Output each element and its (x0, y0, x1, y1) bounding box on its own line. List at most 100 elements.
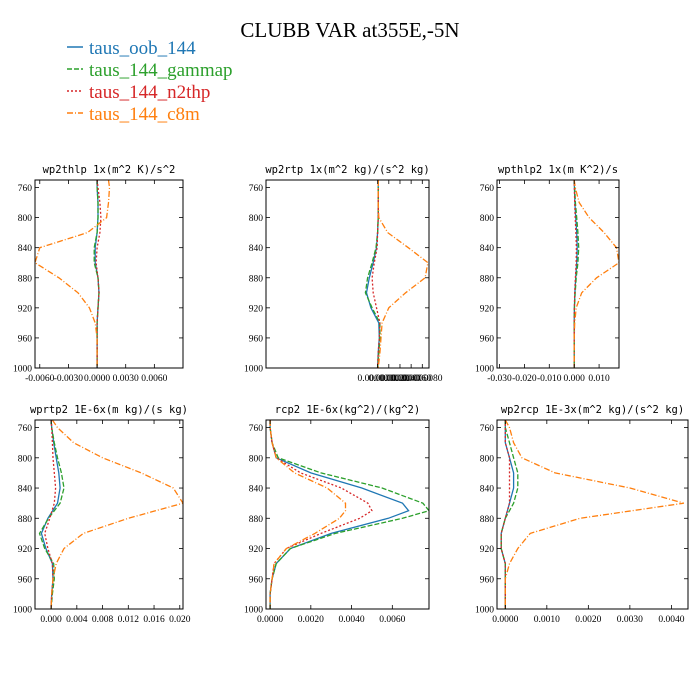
y-tick-label: 960 (249, 334, 264, 344)
x-tick-label: 0.0000080 (402, 374, 443, 384)
x-tick-label: 0.0020 (575, 615, 601, 625)
legend-entry-gammap: taus_144_gammap (67, 60, 233, 81)
y-tick-label: 800 (480, 454, 495, 464)
series-line-taus-144-gammap (38, 420, 65, 609)
plot-frame (496, 179, 620, 369)
x-tick-label: 0.0000 (492, 615, 518, 625)
legend-entry-c8m: taus_144_c8m (67, 104, 200, 125)
y-tick-label: 880 (480, 274, 495, 284)
x-tick-label: 0.000 (563, 374, 585, 384)
figure-title: CLUBB VAR at355E,-5N (240, 18, 459, 42)
y-tick-label: 1000 (475, 365, 494, 375)
series-line-taus-144-n2thp (500, 420, 511, 609)
y-tick-label: 1000 (13, 606, 32, 616)
y-tick-label: 840 (480, 244, 495, 254)
y-tick-label: 800 (249, 214, 264, 224)
x-tick-label: 0.0020 (298, 615, 324, 625)
series-line-taus-144-n2thp (44, 420, 57, 609)
series-line-taus-144-c8m (35, 180, 111, 368)
y-tick-label: 960 (480, 334, 495, 344)
plot-frame (34, 419, 184, 610)
x-tick-label: -0.0060 (25, 374, 55, 384)
x-tick-label: 0.020 (169, 615, 191, 625)
legend: taus_oob_144 taus_144_gammap taus_144_n2… (67, 38, 233, 125)
panel-title: wprtp2 1E-6x(m kg)/(s kg) (30, 404, 188, 416)
y-tick-label: 920 (18, 304, 33, 314)
y-tick-label: 960 (249, 575, 264, 585)
x-tick-label: 0.008 (92, 615, 114, 625)
plot-frame (265, 179, 430, 369)
panel-title: wp2thlp 1x(m^2 K)/s^2 (43, 164, 176, 176)
y-tick-label: 760 (480, 184, 495, 194)
series-line-taus-144-n2thp (573, 180, 578, 368)
y-tick-label: 1000 (244, 606, 263, 616)
legend-entry-oob: taus_oob_144 (67, 38, 196, 59)
y-tick-label: 880 (18, 274, 33, 284)
series-line-taus-144-c8m (504, 420, 684, 609)
series-group (269, 420, 429, 609)
y-tick-label: 800 (18, 214, 33, 224)
series-group (38, 420, 183, 609)
x-tick-label: 0.0010 (534, 615, 560, 625)
legend-label-c8m: taus_144_c8m (89, 104, 200, 125)
series-line-taus-oob-144 (40, 420, 61, 609)
legend-label-gammap: taus_144_gammap (89, 60, 233, 81)
x-tick-label: 0.004 (66, 615, 88, 625)
x-tick-label: 0.010 (588, 374, 610, 384)
y-tick-label: 880 (18, 515, 33, 525)
series-line-taus-144-c8m (269, 420, 347, 609)
x-tick-label: 0.0040 (339, 615, 365, 625)
y-tick-label: 760 (18, 424, 33, 434)
y-tick-label: 840 (249, 485, 264, 495)
x-tick-label: 0.0030 (113, 374, 139, 384)
x-tick-label: 0.0000060 (391, 374, 432, 384)
y-tick-label: 760 (480, 424, 495, 434)
panel-wp2thlp: wp2thlp 1x(m^2 K)/s^2 760 800 840 880 920 960 1… (13, 164, 184, 384)
plot-frame (34, 179, 184, 369)
y-tick-label: 920 (480, 304, 495, 314)
y-tick-label: 960 (480, 575, 495, 585)
series-line-taus-144-c8m (377, 180, 429, 368)
y-tick-label: 760 (18, 184, 33, 194)
series-group (500, 420, 684, 609)
y-tick-label: 1000 (475, 606, 494, 616)
x-tick-label: -0.030 (487, 374, 512, 384)
series-line-taus-144-gammap (500, 420, 519, 609)
panel-title: wp2rcp 1E-3x(m^2 kg)/(s^2 kg) (501, 404, 684, 416)
x-tick-label: 0.0000020 (369, 374, 410, 384)
panel-title: wpthlp2 1x(m K^2)/s (498, 164, 618, 176)
series-group (35, 180, 111, 368)
x-tick-label: 0.0000 (257, 615, 283, 625)
x-tick-label: -0.010 (537, 374, 562, 384)
panel-title: rcp2 1E-6x(kg^2)/(kg^2) (275, 404, 420, 416)
y-tick-label: 960 (18, 334, 33, 344)
y-tick-label: 920 (18, 545, 33, 555)
series-line-taus-oob-144 (269, 420, 410, 609)
x-tick-label: 0.012 (118, 615, 140, 625)
y-tick-label: 840 (480, 485, 495, 495)
x-tick-label: 0.0060 (379, 615, 405, 625)
y-tick-label: 920 (249, 304, 264, 314)
plot-frame (496, 419, 689, 610)
y-tick-label: 800 (480, 214, 495, 224)
x-tick-label: 0.0000040 (380, 374, 421, 384)
panel-wprtp2: wprtp2 1E-6x(m kg)/(s kg) 760 800 840 880 920… (13, 404, 191, 625)
x-tick-label: 0.016 (143, 615, 165, 625)
x-tick-label: 0.0030 (617, 615, 643, 625)
series-line-taus-144-gammap (269, 420, 429, 609)
x-tick-label: 0.0000 (84, 374, 110, 384)
series-group (573, 180, 619, 368)
panel-wp2rtp: wp2rtp 1x(m^2 kg)/(s^2 kg)760 800 840 880 92… (244, 164, 443, 384)
x-tick-label: 0.000 (40, 615, 62, 625)
y-tick-label: 880 (249, 274, 264, 284)
panels: wp2thlp 1x(m^2 K)/s^2 760 800 840 880 920 960 1… (13, 164, 689, 625)
plot-frame (265, 419, 430, 610)
y-tick-label: 840 (249, 244, 264, 254)
y-tick-label: 1000 (13, 365, 32, 375)
x-tick-label: 0.0060 (141, 374, 167, 384)
panel-rcp2: rcp2 1E-6x(kg^2)/(kg^2) 760 800 840 880 920 96… (244, 404, 430, 625)
y-tick-label: 960 (18, 575, 33, 585)
y-tick-label: 920 (480, 545, 495, 555)
